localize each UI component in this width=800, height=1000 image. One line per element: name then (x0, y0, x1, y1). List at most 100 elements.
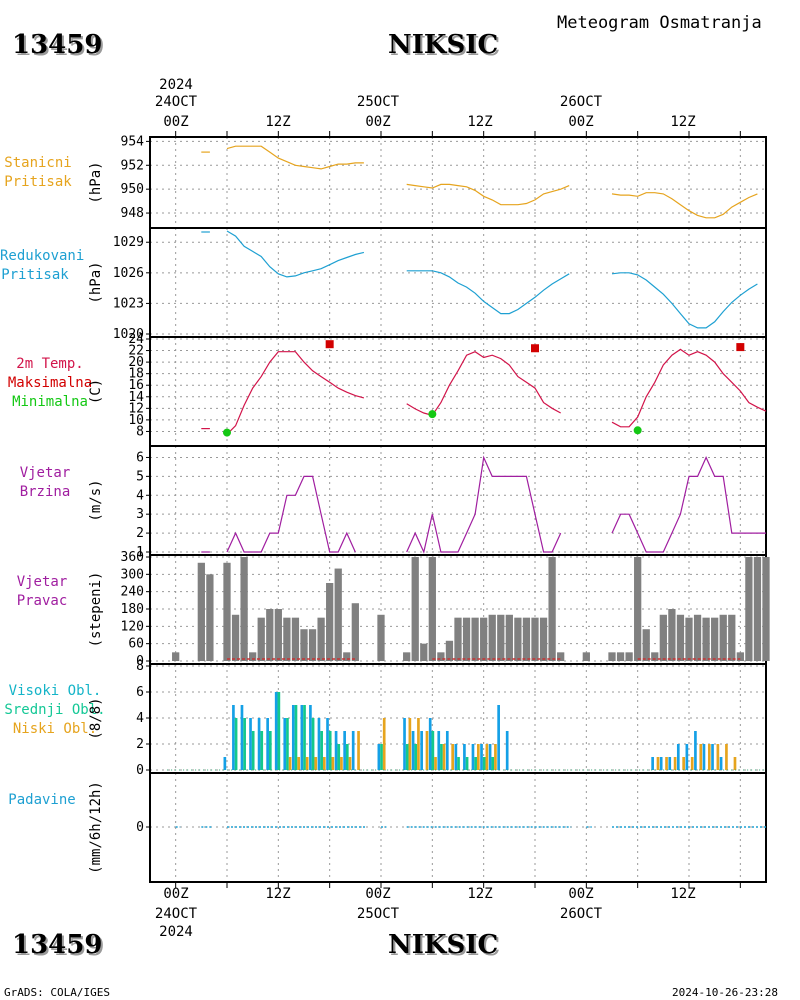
wind-direction-bar (753, 557, 762, 661)
y-tick-label: 5 (136, 469, 144, 484)
cloud-cover-label-line: Srednji Obl. (4, 702, 106, 718)
cloud-cover-bar (471, 744, 475, 770)
temperature-label: 2m Temp. Maksimalna Minimalna (0, 355, 100, 412)
precipitation-label-line: Padavine (8, 792, 76, 808)
wind-direction-bar (728, 614, 736, 661)
wind-direction-bar (642, 629, 650, 661)
wind-direction-bar (257, 617, 265, 661)
cloud-cover-bar (694, 731, 697, 770)
bottom-day-label: 24OCT (154, 906, 198, 922)
station-pressure-label-line: Stanicni (4, 155, 72, 171)
cloud-cover-bar (337, 744, 341, 770)
top-hour-label: 00Z (163, 114, 189, 130)
reduced-pressure-line (406, 270, 570, 315)
wind-direction-bar (206, 574, 214, 661)
wind-direction-bar (719, 614, 727, 661)
bottom-year-label: 2024 (159, 924, 193, 940)
wind-direction-bar (403, 652, 411, 661)
cloud-cover-bar (405, 744, 409, 770)
station-id-bottom: 13459 (12, 930, 103, 960)
wind-direction-bar (240, 557, 248, 661)
product-title: Meteogram Osmatranja (557, 13, 762, 33)
wind-direction-bar (249, 652, 257, 661)
unit-label: (m/s) (88, 479, 104, 521)
unit-label: (hPa) (88, 161, 104, 203)
wind-speed-label-line: Vjetar (19, 465, 71, 481)
temperature-label-line: 2m Temp. (16, 356, 84, 372)
cloud-cover-bar (682, 757, 685, 770)
cloud-cover-bar (656, 757, 660, 770)
y-tick-label: 952 (121, 158, 144, 173)
wind-direction-bar (693, 614, 702, 661)
station-pressure-label-line: Pritisak (4, 174, 72, 190)
cloud-cover-bar (465, 757, 469, 770)
cloud-cover-bar (440, 744, 443, 770)
temperature-line (611, 348, 767, 428)
wind-speed-line (406, 455, 562, 554)
station-pressure-label: Stanicni Pritisak (0, 154, 76, 192)
y-tick-label: 16 (128, 378, 144, 393)
wind-direction-label: Vjetar Pravac (0, 573, 84, 611)
cloud-cover-bar (240, 705, 244, 770)
top-day-label: 24OCT (154, 94, 198, 110)
wind-direction-bar (300, 629, 308, 661)
wind-direction-bar (548, 557, 556, 661)
min-temp-marker (223, 428, 231, 437)
reduced-pressure-label: Redukovani Pritisak (0, 247, 84, 285)
cloud-cover-bar (277, 692, 281, 770)
timestamp-text: 2024-10-26-23:28 (672, 986, 778, 999)
wind-direction-bar (428, 557, 436, 661)
max-temp-marker (325, 340, 334, 349)
max-temp-marker (531, 344, 539, 353)
wind-direction-bar (172, 652, 180, 661)
cloud-cover-bar (309, 705, 312, 770)
wind-direction-bar (659, 614, 667, 661)
y-tick-label: 1029 (113, 235, 144, 250)
y-tick-label: 0 (136, 763, 144, 778)
unit-label: (C) (88, 379, 104, 404)
wind-direction-bar (326, 583, 334, 661)
unit-label: (mm/6h/12h) (88, 781, 104, 874)
cloud-cover-bar (420, 731, 423, 770)
cloud-cover-bar (457, 757, 460, 770)
cloud-cover-bar (357, 731, 360, 770)
y-tick-label: 2 (136, 737, 144, 752)
cloud-cover-bar (425, 731, 429, 770)
top-hour-label: 12Z (467, 114, 493, 130)
cloud-cover-bar (434, 757, 437, 770)
cloud-cover-bar (257, 718, 261, 770)
reduced-pressure-line (611, 272, 758, 329)
bottom-hour-label: 00Z (568, 886, 594, 902)
cloud-cover-bar (665, 757, 668, 770)
cloud-cover-bar (668, 757, 672, 770)
cloud-cover-bar (251, 731, 255, 770)
cloud-cover-bar (676, 744, 680, 770)
y-tick-label: 14 (128, 390, 144, 405)
wind-direction-bar (736, 652, 744, 661)
cloud-cover-bar (480, 744, 483, 770)
wind-direction-bar (377, 614, 385, 661)
cloud-cover-bar (699, 744, 703, 770)
cloud-cover-bar (474, 757, 477, 770)
y-tick-label: 948 (121, 206, 144, 221)
cloud-cover-bar (322, 757, 326, 770)
cloud-cover-bar (377, 744, 381, 770)
cloud-cover-bar (294, 705, 298, 770)
wind-direction-bar (668, 609, 676, 661)
cloud-cover-bar (300, 705, 304, 770)
y-tick-label: 300 (121, 567, 144, 582)
unit-label: (hPa) (88, 261, 104, 303)
cloud-cover-bar (716, 744, 720, 770)
y-tick-label: 24 (128, 332, 144, 347)
wind-direction-bar (608, 652, 616, 661)
y-tick-label: 4 (136, 488, 144, 503)
cloud-cover-bar (476, 744, 480, 770)
wind-direction-bar (454, 617, 462, 661)
y-tick-label: 1023 (113, 296, 144, 311)
wind-direction-bar (343, 652, 351, 661)
bottom-day-label: 26OCT (559, 906, 603, 922)
cloud-cover-bar (288, 757, 292, 770)
reduced-pressure-line (226, 230, 365, 278)
bottom-day-label: 25OCT (356, 906, 400, 922)
min-temp-marker (428, 410, 437, 419)
